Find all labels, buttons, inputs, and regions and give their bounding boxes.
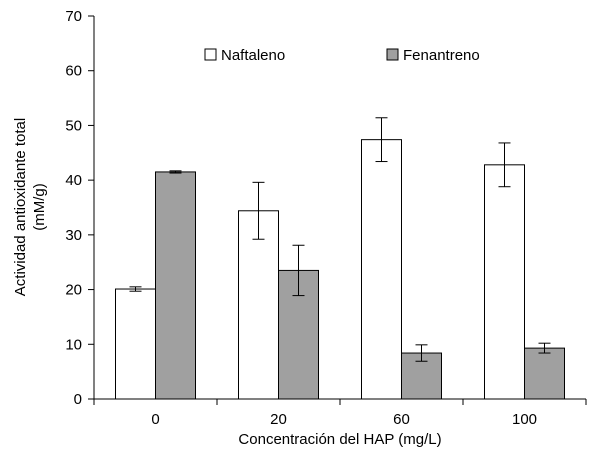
bar-naftaleno-60 (361, 139, 402, 400)
x-axis-title: Concentración del HAP (mg/L) (238, 431, 441, 448)
bars-layer (115, 139, 565, 400)
x-tick-label: 100 (512, 411, 537, 428)
y-tick-label: 40 (65, 172, 82, 189)
x-tick-label: 60 (393, 411, 410, 428)
y-tick-label: 60 (65, 63, 82, 80)
bar-fenantreno-0 (155, 171, 196, 400)
bar-naftaleno-0 (115, 288, 156, 400)
y-tick-label: 30 (65, 227, 82, 244)
y-tick-label: 20 (65, 282, 82, 299)
bar-fenantreno-100 (524, 347, 565, 400)
y-tick-label: 0 (74, 391, 82, 408)
x-tick-label: 20 (270, 411, 287, 428)
bar-naftaleno-100 (484, 164, 525, 400)
legend-swatch-naftaleno (204, 48, 217, 61)
x-tick-label: 0 (151, 411, 159, 428)
legend-label-fenantreno: Fenantreno (403, 47, 480, 64)
y-axis-title-line-2: (mM/g) (31, 183, 48, 231)
y-ticks: 0 10 20 30 40 50 60 70 (65, 8, 94, 408)
legend: Naftaleno Fenantreno (204, 47, 480, 64)
y-tick-label: 70 (65, 8, 82, 25)
y-tick-label: 50 (65, 117, 82, 134)
x-ticks: 0 20 60 100 (93, 399, 587, 428)
y-axis-title-line-1: Actividad antioxidante total (12, 118, 29, 296)
legend-label-naftaleno: Naftaleno (221, 47, 285, 64)
error-bars-layer (129, 117, 551, 362)
y-tick-label: 10 (65, 336, 82, 353)
legend-swatch-fenantreno (386, 48, 399, 61)
bar-naftaleno-20 (238, 210, 279, 400)
